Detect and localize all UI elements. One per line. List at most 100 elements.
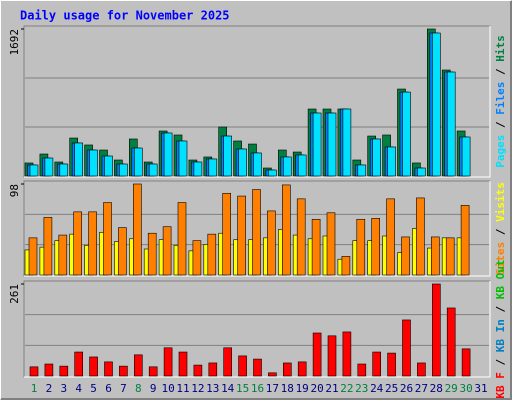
x-tick-label: 24 (370, 382, 384, 395)
legend-entry: KB Out (494, 259, 507, 299)
x-tick-label: 16 (251, 382, 264, 395)
bar (177, 202, 187, 276)
bar (431, 32, 441, 177)
bar (58, 234, 68, 276)
x-tick-label: 31 (474, 382, 487, 395)
bar (133, 183, 142, 276)
legend-entry: Sites (494, 242, 507, 275)
bar (238, 355, 247, 377)
bar (327, 335, 337, 377)
bar (28, 237, 38, 276)
bar (371, 218, 381, 276)
bar (74, 142, 83, 177)
bar (134, 147, 143, 177)
bar (103, 202, 112, 276)
chart-title: Daily usage for November 2025 (20, 9, 230, 23)
bar (312, 112, 322, 177)
bar (356, 218, 366, 276)
bar (445, 237, 455, 276)
x-tick-label: 11 (176, 382, 189, 395)
panel-bevel (24, 181, 491, 277)
bar (73, 211, 82, 276)
x-tick-label: 8 (135, 382, 142, 395)
x-tick-label: 5 (90, 382, 97, 395)
bar (253, 152, 262, 177)
bar (357, 164, 367, 177)
bar (237, 195, 246, 276)
bar (29, 366, 39, 377)
y-tick-label: 261 (8, 284, 21, 304)
x-tick-label: 14 (221, 382, 235, 395)
x-tick-label: 22 (340, 382, 353, 395)
bar (461, 348, 471, 377)
bar (44, 363, 54, 377)
panel-bevel (24, 26, 491, 178)
bar (387, 352, 396, 377)
bar (327, 112, 337, 177)
bar (222, 192, 231, 276)
bar (342, 331, 352, 377)
x-tick-label: 27 (415, 382, 428, 395)
legend-separator: / (494, 299, 507, 319)
bar (223, 135, 232, 177)
bar (460, 205, 470, 276)
bar (252, 189, 261, 276)
bar (192, 240, 202, 276)
bar (357, 363, 367, 377)
bar (43, 217, 53, 276)
legend: Pages / Files / Hits (494, 35, 507, 168)
bar (282, 362, 292, 377)
bar (402, 91, 411, 177)
x-tick-label: 12 (191, 382, 204, 395)
legend-entry: Pages (494, 135, 507, 168)
bar (326, 212, 336, 276)
bar (147, 232, 157, 276)
x-tick-label: 6 (105, 382, 112, 395)
bar (223, 347, 232, 377)
x-tick-label: 18 (281, 382, 294, 395)
bar (74, 351, 83, 377)
x-tick-label: 15 (236, 382, 249, 395)
bar (118, 227, 127, 276)
bar (461, 136, 471, 177)
bar (104, 361, 113, 377)
y-tick-label: 1692 (8, 29, 21, 56)
bar (297, 154, 307, 177)
bar (267, 210, 276, 276)
panel-bevel (24, 281, 491, 378)
bar (268, 372, 277, 377)
bar (119, 163, 128, 177)
bar (178, 140, 188, 177)
x-tick-label: 29 (445, 382, 458, 395)
bar (208, 362, 218, 377)
bar (341, 256, 351, 276)
bar (89, 356, 98, 377)
legend-separator: / (494, 62, 507, 82)
x-tick-label: 20 (310, 382, 323, 395)
bar (193, 161, 203, 177)
bar (59, 163, 69, 177)
x-tick-label: 23 (355, 382, 368, 395)
bar (89, 149, 98, 177)
bar (163, 347, 173, 377)
bar (208, 158, 218, 177)
bar (312, 332, 322, 377)
x-tick-label: 10 (161, 382, 174, 395)
x-tick-label: 26 (400, 382, 413, 395)
legend-entry: KB In (494, 319, 507, 352)
bar (430, 236, 440, 276)
bar (342, 108, 352, 177)
x-tick-label: 13 (206, 382, 219, 395)
bar (193, 364, 203, 377)
y-tick-label: 98 (8, 184, 21, 197)
bar (311, 218, 321, 276)
bar (148, 366, 158, 377)
bar (44, 157, 54, 177)
bar (416, 197, 425, 276)
bar (387, 146, 396, 177)
x-tick-label: 2 (46, 382, 53, 395)
legend-separator: / (494, 352, 507, 372)
legend: KB F / KB In / KB Out (494, 259, 507, 398)
